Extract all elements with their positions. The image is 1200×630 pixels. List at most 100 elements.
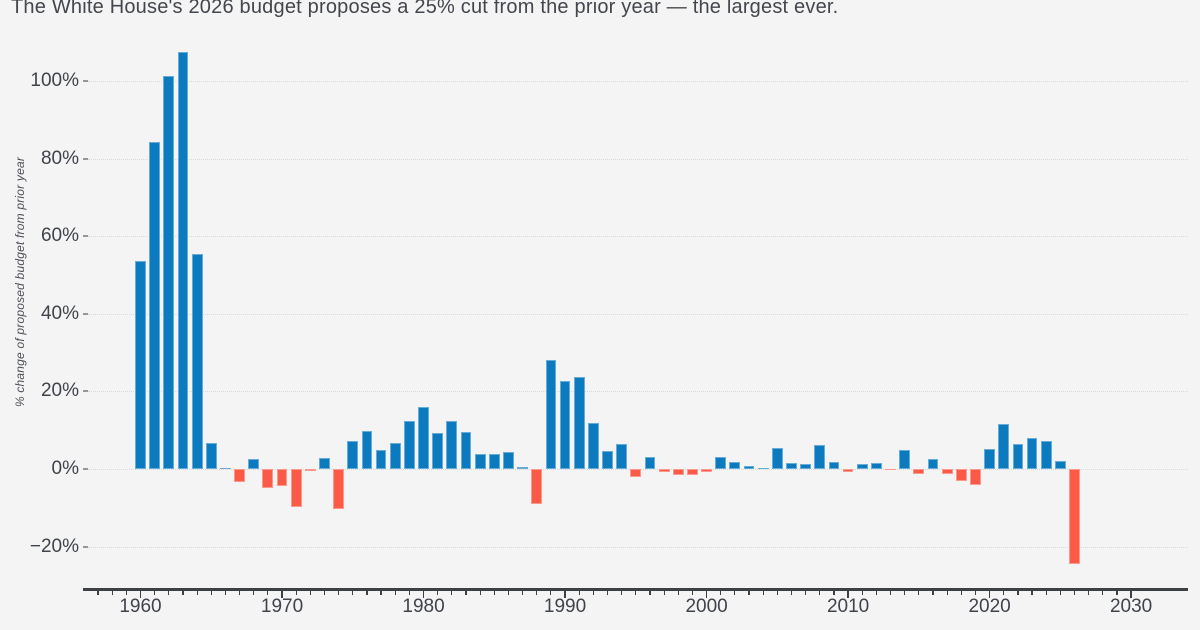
bar-2004 <box>757 468 769 469</box>
bar-1995 <box>630 469 642 477</box>
x-axis-line <box>83 588 1188 591</box>
x-tick-2000 <box>705 590 708 598</box>
bar-1965 <box>205 443 217 469</box>
bar-1967 <box>234 469 245 482</box>
bar-2009 <box>828 462 840 469</box>
bar-1993 <box>602 451 613 469</box>
bar-1973 <box>319 458 330 469</box>
x-tick-2019 <box>974 590 977 595</box>
bar-2018 <box>955 469 967 482</box>
x-tick-1960 <box>139 590 142 598</box>
x-tick-1969 <box>267 590 269 595</box>
bar-2014 <box>899 449 911 469</box>
bar-1969 <box>262 469 274 488</box>
x-tick-label-1970: 1970 <box>260 596 304 617</box>
bar-1976 <box>361 430 373 469</box>
bar-1988 <box>531 469 543 505</box>
x-tick-1962 <box>168 590 170 595</box>
x-tick-1985 <box>493 590 495 595</box>
bar-1991 <box>573 376 585 469</box>
x-tick-1967 <box>238 590 241 595</box>
x-tick-2010 <box>847 590 849 598</box>
x-tick-2001 <box>720 590 722 595</box>
bar-2026 <box>1069 469 1080 565</box>
x-tick-label-1960: 1960 <box>119 596 162 617</box>
x-tick-2013 <box>889 590 892 595</box>
bar-2013 <box>885 469 896 471</box>
x-tick-1987 <box>522 590 524 595</box>
bar-2025 <box>1054 460 1066 469</box>
x-tick-1958 <box>111 590 113 595</box>
x-tick-2027 <box>1088 590 1090 595</box>
bar-2000 <box>701 469 712 472</box>
x-tick-2025 <box>1059 590 1061 595</box>
x-tick-1994 <box>621 590 623 595</box>
x-tick-1996 <box>649 590 651 595</box>
y-tick-mark-40 <box>83 312 88 315</box>
x-tick-1974 <box>338 590 340 595</box>
bar-1998 <box>672 469 684 475</box>
x-tick-2014 <box>904 590 906 595</box>
x-tick-1968 <box>253 590 255 595</box>
bar-1963 <box>177 51 189 469</box>
x-tick-1993 <box>606 590 609 595</box>
x-tick-2024 <box>1045 590 1047 595</box>
bar-2019 <box>970 469 981 485</box>
x-tick-1978 <box>394 590 396 595</box>
bar-1980 <box>418 407 429 469</box>
bar-2012 <box>871 462 882 469</box>
x-tick-1980 <box>422 590 425 598</box>
x-tick-2016 <box>932 590 934 595</box>
x-tick-2020 <box>988 590 991 598</box>
x-tick-2028 <box>1102 590 1104 595</box>
bar-1975 <box>347 440 359 469</box>
x-tick-2004 <box>762 590 764 595</box>
x-tick-2030 <box>1130 590 1132 598</box>
x-tick-1999 <box>691 590 693 595</box>
bar-2016 <box>927 458 939 469</box>
chart-title: The White House's 2026 budget proposes a… <box>11 0 839 18</box>
x-tick-2029 <box>1116 590 1118 595</box>
x-tick-1979 <box>408 590 410 595</box>
x-tick-1986 <box>507 590 510 595</box>
x-tick-1973 <box>323 590 326 595</box>
gridline-60 <box>88 236 1188 238</box>
x-tick-2023 <box>1031 590 1033 595</box>
bar-1979 <box>403 420 415 469</box>
x-tick-1997 <box>663 590 665 595</box>
y-tick-label-60: 60% <box>40 225 79 247</box>
bar-2005 <box>771 447 783 469</box>
x-tick-1964 <box>196 590 198 595</box>
x-tick-2011 <box>861 590 863 595</box>
bar-1961 <box>149 141 161 469</box>
bar-1982 <box>446 420 458 469</box>
bar-1968 <box>248 459 260 469</box>
bar-1984 <box>474 454 486 469</box>
x-tick-2008 <box>819 590 821 595</box>
x-tick-2022 <box>1017 590 1019 595</box>
y-tick-label--20: −20% <box>29 535 79 557</box>
bar-2003 <box>743 465 755 469</box>
x-tick-1959 <box>125 590 127 595</box>
x-tick-2009 <box>833 590 835 595</box>
x-tick-2021 <box>1003 590 1005 595</box>
bar-1985 <box>488 453 500 469</box>
y-tick-mark-60 <box>83 235 88 238</box>
x-tick-1970 <box>281 590 283 598</box>
x-tick-1971 <box>295 590 297 595</box>
gridline-40 <box>88 313 1188 315</box>
x-tick-1982 <box>451 590 453 595</box>
bar-2007 <box>800 463 812 469</box>
x-tick-1961 <box>154 590 156 595</box>
bar-2021 <box>998 424 1010 469</box>
x-tick-1989 <box>550 590 552 595</box>
bar-1960 <box>135 261 146 469</box>
y-tick-label-0: 0% <box>51 458 79 479</box>
bar-2011 <box>856 463 868 469</box>
y-tick-label-20: 20% <box>40 380 79 402</box>
x-tick-label-2010: 2010 <box>826 596 870 617</box>
x-tick-2007 <box>805 590 807 595</box>
bar-1974 <box>333 469 345 509</box>
x-tick-2018 <box>960 590 962 595</box>
